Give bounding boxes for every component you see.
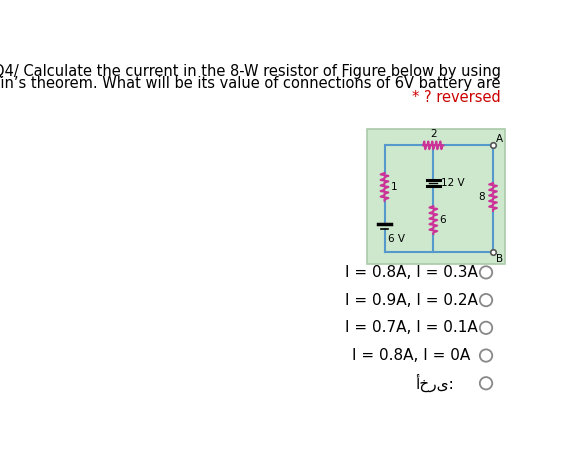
Text: A: A — [496, 134, 503, 144]
Text: 6: 6 — [440, 215, 446, 225]
Bar — [367, 129, 505, 264]
Text: أخرى:: أخرى: — [415, 374, 454, 392]
Text: 12 V: 12 V — [441, 178, 464, 188]
Text: 8: 8 — [479, 192, 485, 202]
Text: I = 0.8A, I = 0A: I = 0.8A, I = 0A — [353, 348, 471, 363]
Text: B: B — [496, 254, 503, 264]
Text: I = 0.8A, I = 0.3A: I = 0.8A, I = 0.3A — [345, 265, 478, 280]
Text: I = 0.9A, I = 0.2A: I = 0.9A, I = 0.2A — [345, 293, 478, 308]
Text: I = 0.7A, I = 0.1A: I = 0.7A, I = 0.1A — [345, 321, 478, 336]
Text: Thevenin’s theorem. What will be its value of connections of 6V battery are: Thevenin’s theorem. What will be its val… — [0, 76, 501, 91]
Text: 2: 2 — [430, 129, 437, 139]
Text: 1: 1 — [391, 182, 397, 192]
Text: * ? reversed: * ? reversed — [412, 90, 501, 105]
Text: Q4/ Calculate the current in the 8-W resistor of Figure below by using: Q4/ Calculate the current in the 8-W res… — [0, 64, 501, 79]
Text: 6 V: 6 V — [388, 234, 405, 244]
